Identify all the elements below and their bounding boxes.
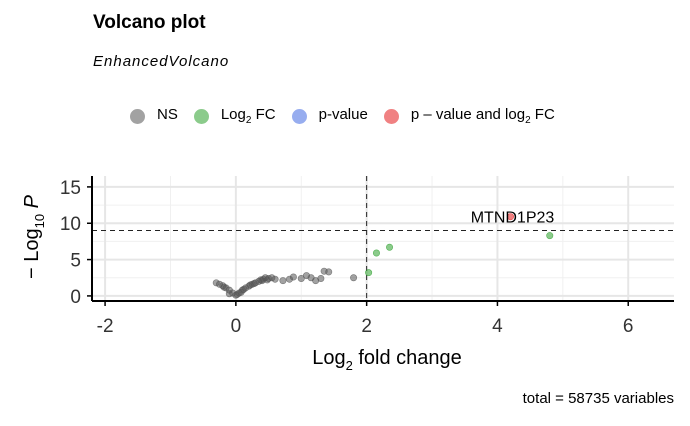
data-point: [386, 243, 394, 251]
data-point: [289, 273, 297, 281]
caption: total = 58735 variables: [522, 390, 674, 407]
y-tick-label: 0: [70, 287, 81, 308]
legend-label-log2fc: Log2 FC: [220, 106, 276, 126]
legend-item-pvalue-and-log2fc: p – value and log2 FC: [383, 106, 555, 126]
data-point: [297, 274, 305, 282]
legend-marker-ns: [130, 108, 145, 124]
data-point: [240, 285, 248, 293]
legend-item-pvalue: p-value: [291, 106, 368, 126]
cutoff-lines: [92, 176, 674, 301]
y-axis-label: − Log10 P: [21, 194, 47, 279]
data-point: [220, 283, 228, 291]
y-tick-label: 10: [60, 214, 81, 235]
x-tick-label: -2: [97, 316, 114, 337]
data-point: [225, 290, 233, 298]
data-point: [250, 280, 258, 288]
data-point: [279, 277, 287, 285]
data-point: [263, 276, 271, 284]
legend: NS Log2 FC p-value p – value and log2 FC: [130, 103, 571, 129]
x-axis-label: Log2 fold change: [312, 347, 462, 373]
y-tick-label: 5: [70, 251, 81, 272]
data-point: [317, 274, 325, 282]
legend-label-pvalue-and-log2fc: p – value and log2 FC: [410, 106, 555, 126]
plot-axes: -2 0 2 4 6 0 5 10 15: [60, 176, 674, 337]
data-point: [257, 276, 265, 284]
chart-subtitle: EnhancedVolcano: [93, 53, 230, 70]
point-label: MTND1P23: [471, 210, 555, 227]
data-point: [546, 232, 554, 240]
y-tick-label: 15: [60, 178, 81, 199]
data-point: [325, 268, 333, 276]
data-point: [365, 269, 373, 277]
legend-item-log2fc: Log2 FC: [193, 106, 276, 126]
data-point: [372, 249, 380, 257]
legend-marker-pvalue: [291, 108, 307, 124]
legend-marker-pvalue-and-log2fc: [383, 108, 399, 124]
data-points: [212, 213, 554, 299]
plot-grid: [92, 176, 674, 301]
point-annotations: MTND1P23: [471, 210, 555, 227]
legend-marker-log2fc: [193, 108, 209, 124]
x-tick-label: 0: [231, 316, 242, 337]
data-point: [271, 275, 279, 283]
legend-label-ns: NS: [157, 106, 178, 123]
x-tick-label: 2: [361, 316, 372, 337]
data-point: [350, 274, 358, 282]
data-point: [507, 213, 515, 221]
legend-item-ns: NS: [130, 106, 178, 126]
chart-title: Volcano plot: [93, 12, 206, 33]
legend-label-pvalue: p-value: [318, 106, 368, 123]
x-tick-label: 4: [492, 316, 503, 337]
x-tick-label: 6: [623, 316, 634, 337]
